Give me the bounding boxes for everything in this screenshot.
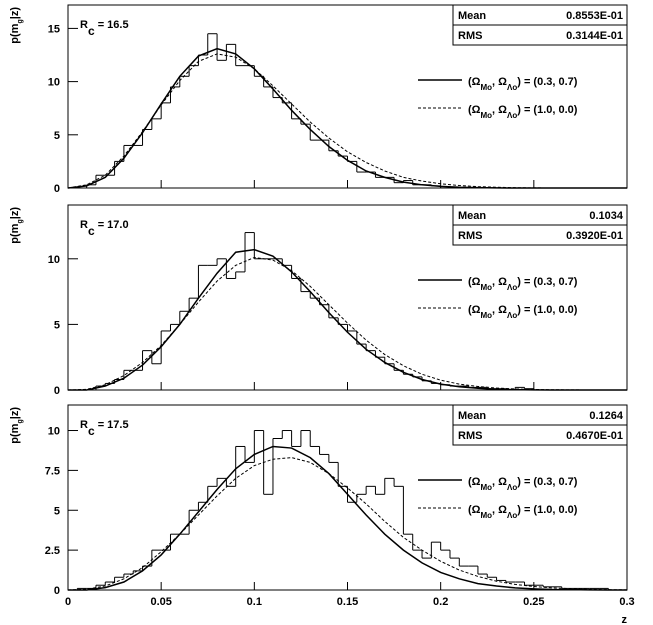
subscript: Λo <box>507 111 517 120</box>
text-piece: , Ω <box>492 276 507 288</box>
stats-value: 0.8553E-01 <box>566 10 623 22</box>
text-piece: (Ω <box>468 476 481 488</box>
text-piece: |z) <box>9 207 21 220</box>
y-tick-label: 0 <box>54 385 60 397</box>
text-piece: , Ω <box>492 304 507 316</box>
text-piece: (Ω <box>468 304 481 316</box>
text-piece: ) = (1.0, 0.0) <box>517 304 578 316</box>
text-piece: ) = (0.3, 0.7) <box>517 276 578 288</box>
stats-value: 0.4670E-01 <box>566 430 623 442</box>
text-piece: (Ω <box>468 104 481 116</box>
text-piece: (Ω <box>468 276 481 288</box>
text-piece: = 17.0 <box>95 219 129 231</box>
legend-label: (ΩMo, ΩΛo) = (0.3, 0.7) <box>468 276 578 292</box>
text-piece: (Ω <box>468 504 481 516</box>
subscript: Mo <box>480 311 492 320</box>
legend-label: (ΩMo, ΩΛo) = (1.0, 0.0) <box>468 104 578 120</box>
y-tick-label: 5 <box>54 505 60 517</box>
subscript: c <box>88 424 95 438</box>
y-tick-label: 7.5 <box>45 465 60 477</box>
stats-value: 0.3144E-01 <box>566 30 623 42</box>
x-tick-label: 0.25 <box>523 596 544 608</box>
text-piece: , Ω <box>492 76 507 88</box>
model-curve <box>67 47 627 189</box>
stats-name: RMS <box>458 30 482 42</box>
text-piece: = 16.5 <box>95 19 129 31</box>
subscript: c <box>88 24 95 38</box>
model-curve <box>67 53 627 189</box>
text-piece: , Ω <box>492 504 507 516</box>
model-curve <box>68 248 627 391</box>
text-piece: R <box>80 419 88 431</box>
subscript: g <box>17 219 24 223</box>
panel-title: Rc = 17.0 <box>80 219 129 238</box>
stats-name: RMS <box>458 230 482 242</box>
text-piece: p(m <box>9 223 21 243</box>
subscript: g <box>17 419 24 423</box>
stats-value: 0.1034 <box>589 210 624 222</box>
legend-label: (ΩMo, ΩΛo) = (0.3, 0.7) <box>468 476 578 492</box>
x-tick-label: 0.05 <box>150 596 171 608</box>
panel-title: Rc = 17.5 <box>80 419 129 438</box>
y-axis-label: p(mg|z) <box>9 7 24 44</box>
subscript: Mo <box>480 511 492 520</box>
subscript: Mo <box>480 283 492 292</box>
y-tick-label: 5 <box>54 319 60 331</box>
subscript: g <box>17 19 24 23</box>
text-piece: R <box>80 219 88 231</box>
text-piece: ) = (0.3, 0.7) <box>517 476 578 488</box>
x-tick-label: 0.1 <box>247 596 262 608</box>
y-tick-label: 0 <box>54 183 60 195</box>
stats-value: 0.3920E-01 <box>566 230 623 242</box>
model-curve <box>68 445 627 591</box>
x-tick-label: 0.2 <box>433 596 448 608</box>
subscript: Mo <box>480 83 492 92</box>
panel-title: Rc = 16.5 <box>80 19 129 38</box>
subscript: c <box>88 224 95 238</box>
subscript: Mo <box>480 111 492 120</box>
text-piece: (Ω <box>468 76 481 88</box>
stats-name: Mean <box>458 10 486 22</box>
x-tick-label: 0.3 <box>619 596 634 608</box>
text-piece: p(m <box>9 23 21 43</box>
text-piece: ) = (1.0, 0.0) <box>517 504 578 516</box>
x-tick-label: 0.15 <box>337 596 358 608</box>
y-axis-label: p(mg|z) <box>9 207 24 244</box>
y-tick-label: 0 <box>54 585 60 597</box>
legend-label: (ΩMo, ΩΛo) = (1.0, 0.0) <box>468 304 578 320</box>
subscript: Λo <box>507 511 517 520</box>
legend-label: (ΩMo, ΩΛo) = (1.0, 0.0) <box>468 504 578 520</box>
y-tick-label: 5 <box>54 130 60 142</box>
model-curve <box>67 256 627 391</box>
text-piece: p(m <box>9 423 21 443</box>
text-piece: , Ω <box>492 104 507 116</box>
stats-name: Mean <box>458 410 486 422</box>
subscript: Λo <box>507 483 517 492</box>
subscript: Λo <box>507 311 517 320</box>
text-piece: = 17.5 <box>95 419 129 431</box>
x-tick-label: 0 <box>65 596 71 608</box>
y-tick-label: 10 <box>48 426 60 438</box>
x-axis-label: z <box>622 614 628 625</box>
text-piece: R <box>80 19 88 31</box>
y-tick-label: 15 <box>48 23 60 35</box>
y-axis-label: p(mg|z) <box>9 407 24 444</box>
legend-label: (ΩMo, ΩΛo) = (0.3, 0.7) <box>468 76 578 92</box>
subscript: Λo <box>507 283 517 292</box>
y-tick-label: 2.5 <box>45 545 60 557</box>
y-tick-label: 10 <box>48 77 60 89</box>
subscript: Λo <box>507 83 517 92</box>
stats-name: RMS <box>458 430 482 442</box>
stats-name: Mean <box>458 210 486 222</box>
text-piece: ) = (0.3, 0.7) <box>517 76 578 88</box>
text-piece: |z) <box>9 7 21 20</box>
y-tick-label: 10 <box>48 254 60 266</box>
text-piece: ) = (1.0, 0.0) <box>517 104 578 116</box>
text-piece: , Ω <box>492 476 507 488</box>
text-piece: |z) <box>9 407 21 420</box>
subscript: Mo <box>480 483 492 492</box>
stats-value: 0.1264 <box>589 410 624 422</box>
